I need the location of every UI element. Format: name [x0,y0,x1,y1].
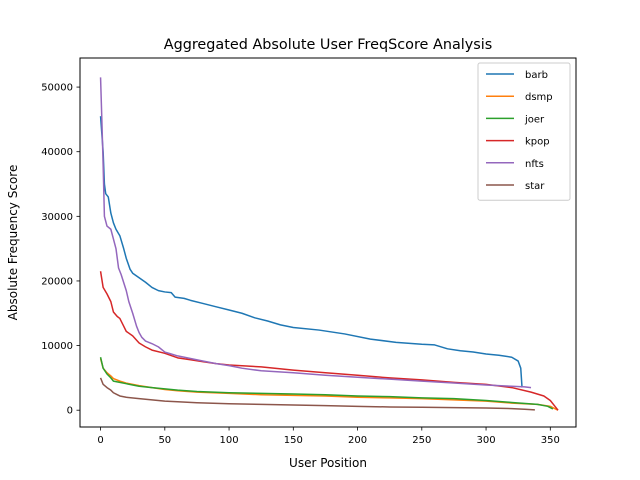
series-line-star [99,377,535,411]
legend-box [477,62,571,201]
legend-label-joer: joer [524,114,545,125]
series-line-barb [99,116,523,388]
x-tick-label: 250 [412,435,431,446]
x-tick-label: 150 [284,435,303,446]
series-line-joer [99,357,554,410]
legend: barb dsmp joer kpop nfts star [477,62,571,201]
y-tick-label: 10000 [41,341,73,352]
series-line-nfts [99,77,532,389]
y-tick-label: 40000 [41,147,73,158]
y-tick-label: 30000 [41,212,73,223]
plot-lines [99,77,559,411]
plot-frame [79,57,577,428]
legend-label-barb: barb [525,70,548,81]
x-tick-label: 350 [541,435,560,446]
y-axis-ticks: 0 10000 20000 30000 40000 50000 [41,83,80,417]
y-tick-label: 0 [67,406,73,417]
chart-title: Aggregated Absolute User FreqScore Analy… [164,37,493,53]
y-axis-label: Absolute Frequency Score [6,165,20,321]
x-tick-label: 50 [158,435,171,446]
legend-label-nfts: nfts [525,159,544,170]
y-tick-label: 50000 [41,83,73,94]
legend-label-dsmp: dsmp [525,92,553,103]
x-tick-label: 0 [97,435,103,446]
x-tick-label: 300 [477,435,496,446]
legend-label-kpop: kpop [525,137,550,148]
x-tick-label: 100 [220,435,239,446]
legend-label-star: star [525,181,545,192]
x-tick-label: 200 [348,435,367,446]
y-tick-label: 20000 [41,276,73,287]
x-axis-ticks: 0 50 100 150 200 250 300 350 [97,427,560,446]
x-axis-label: User Position [289,456,367,470]
